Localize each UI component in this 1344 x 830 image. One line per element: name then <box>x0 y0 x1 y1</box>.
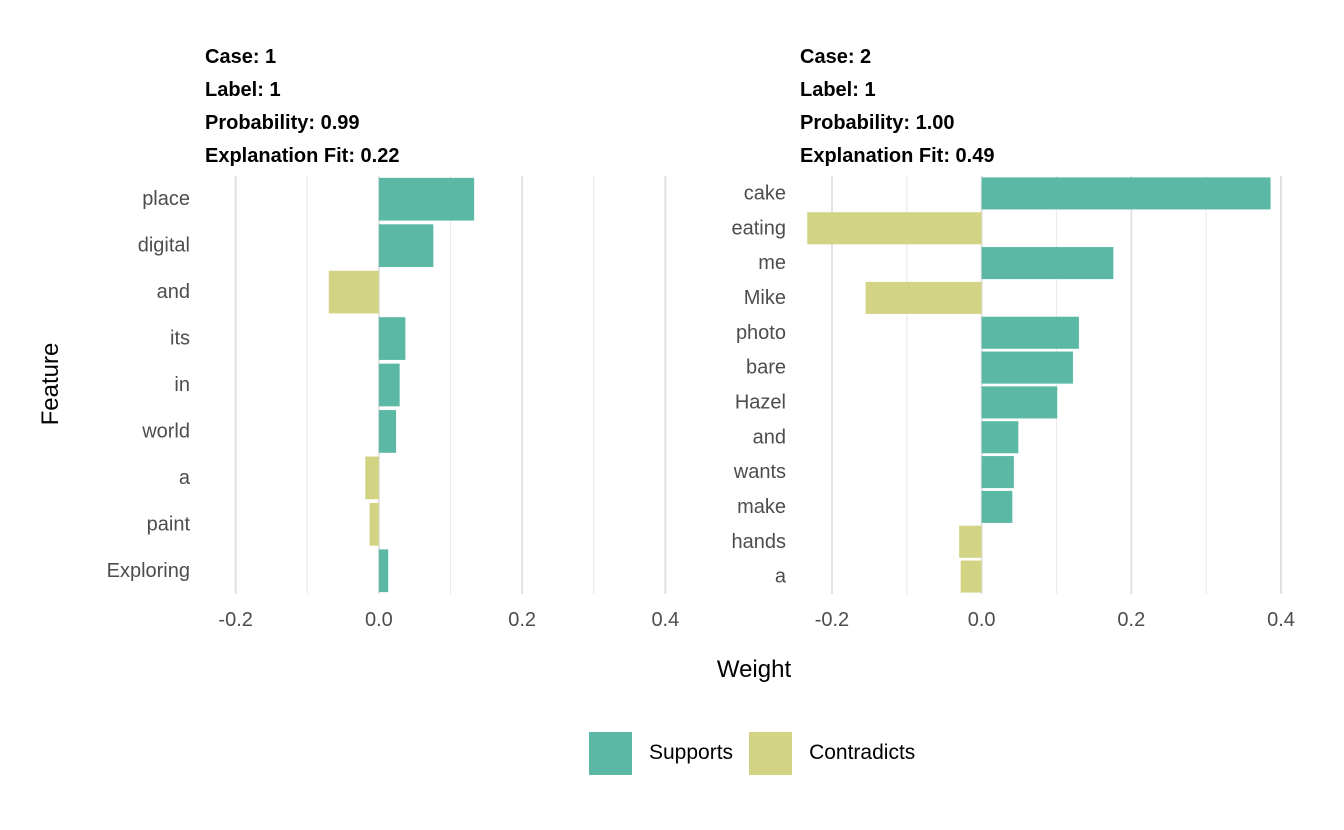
bar-supports <box>981 386 1058 419</box>
bar-contradicts <box>807 212 982 245</box>
y-tick-label: world <box>141 420 190 442</box>
legend: Supports Contradicts <box>589 731 931 775</box>
panel-header-line: Label: 1 <box>800 79 876 101</box>
y-tick-label: place <box>142 188 190 210</box>
legend-label-supports: Supports <box>649 741 734 764</box>
y-tick-label: digital <box>138 235 190 257</box>
bar-supports <box>378 224 434 268</box>
legend-label-contradicts: Contradicts <box>809 741 916 764</box>
bar-supports <box>378 363 400 407</box>
y-tick-label: and <box>753 426 786 448</box>
x-tick-label: 0.2 <box>1117 609 1145 631</box>
x-tick-label: 0.2 <box>508 609 536 631</box>
panel-header-line: Explanation Fit: 0.49 <box>800 145 994 167</box>
y-tick-label: bare <box>746 357 786 379</box>
bar-contradicts <box>365 456 379 500</box>
y-tick-label: make <box>737 496 786 518</box>
bar-supports <box>981 316 1079 349</box>
y-tick-label: a <box>179 467 191 489</box>
bar-supports <box>378 177 475 221</box>
y-axis-label: Feature <box>37 342 64 426</box>
bar-contradicts <box>865 281 982 314</box>
y-tick-label: paint <box>147 513 191 535</box>
legend-swatch-supports <box>589 731 632 775</box>
panel-header-line: Explanation Fit: 0.22 <box>205 145 399 167</box>
bar-supports <box>981 490 1013 523</box>
panel-header-line: Case: 2 <box>800 46 871 68</box>
x-tick-label: 0.4 <box>651 609 679 631</box>
y-tick-label: Mike <box>744 287 786 309</box>
y-tick-label: its <box>170 328 190 350</box>
bar-contradicts <box>959 525 982 558</box>
y-tick-label: hands <box>732 531 787 553</box>
y-tick-label: wants <box>733 461 786 483</box>
y-tick-label: in <box>174 374 190 396</box>
panel-header-line: Probability: 1.00 <box>800 112 955 134</box>
panel-header-line: Probability: 0.99 <box>205 112 360 134</box>
bar-supports <box>378 410 397 453</box>
y-tick-label: a <box>775 566 787 588</box>
y-tick-label: eating <box>732 217 787 239</box>
x-tick-label: -0.2 <box>815 609 849 631</box>
bar-contradicts <box>960 560 982 593</box>
bar-supports <box>981 247 1114 280</box>
legend-item-supports: Supports <box>589 731 734 775</box>
legend-swatch-contradicts <box>749 731 793 775</box>
x-tick-label: 0.4 <box>1267 609 1295 631</box>
panel-header-line: Case: 1 <box>205 46 276 68</box>
bar-supports <box>981 351 1073 384</box>
bar-supports <box>981 177 1271 210</box>
y-tick-label: cake <box>744 182 786 204</box>
panel-header-line: Label: 1 <box>205 79 281 101</box>
bar-contradicts <box>328 270 379 314</box>
y-tick-label: me <box>758 252 786 274</box>
bar-supports <box>378 549 389 593</box>
bar-supports <box>981 421 1019 454</box>
x-tick-label: 0.0 <box>968 609 996 631</box>
bar-supports <box>981 456 1014 489</box>
y-tick-label: and <box>157 281 190 303</box>
y-tick-label: photo <box>736 322 786 344</box>
y-tick-label: Exploring <box>107 560 190 582</box>
x-tick-label: -0.2 <box>218 609 252 631</box>
legend-item-contradicts: Contradicts <box>749 731 916 775</box>
x-axis-label: Weight <box>716 656 792 683</box>
bar-contradicts <box>369 502 379 546</box>
bar-supports <box>378 317 406 360</box>
x-tick-label: 0.0 <box>365 609 393 631</box>
y-tick-label: Hazel <box>735 391 786 413</box>
